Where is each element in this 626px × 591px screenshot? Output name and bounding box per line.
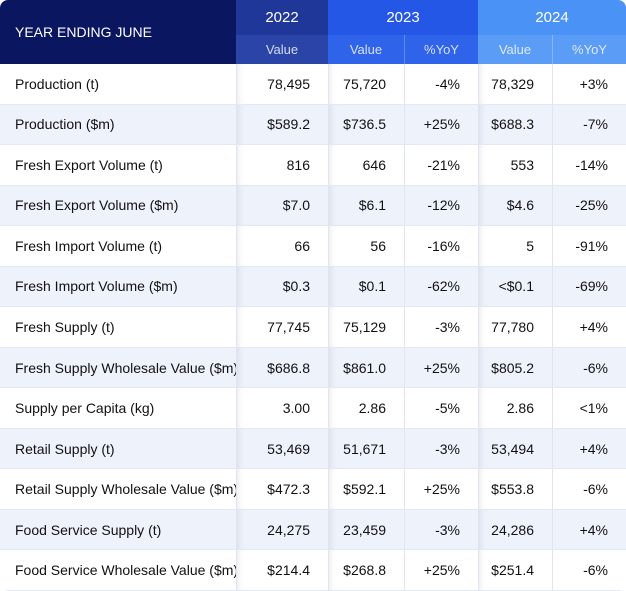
year-header: 2023 [328, 0, 478, 35]
cell-value: $251.4 [478, 550, 552, 591]
cell-value: $686.8 [236, 347, 328, 389]
cell-value: -4% [404, 64, 478, 105]
cell-value: -69% [552, 266, 626, 308]
cell-value: $592.1 [328, 469, 404, 510]
cell-value: -3% [404, 509, 478, 551]
cell-value: -6% [552, 550, 626, 591]
row-label: Retail Supply (t) [0, 428, 236, 470]
cell-value: 24,286 [478, 509, 552, 551]
cell-value: <1% [552, 388, 626, 429]
row-label: Fresh Supply Wholesale Value ($m) [0, 347, 238, 389]
cell-value: $6.1 [328, 185, 404, 227]
year-header: 2022 [236, 0, 328, 35]
row-label: Fresh Import Volume ($m) [0, 266, 236, 308]
cell-value: -3% [404, 307, 478, 348]
cell-value: 56 [328, 226, 404, 267]
cell-value: +25% [404, 469, 478, 510]
cell-value: -5% [404, 388, 478, 429]
cell-value: 75,129 [328, 307, 404, 348]
row-label: Production ($m) [0, 104, 236, 146]
cell-value: -14% [552, 145, 626, 186]
sub-header: %YoY [404, 35, 478, 64]
cell-value: +25% [404, 104, 478, 146]
header-title: YEAR ENDING JUNE [0, 0, 236, 64]
cell-value: 2.86 [328, 388, 404, 429]
cell-value: 646 [328, 145, 404, 186]
row-label: Retail Supply Wholesale Value ($m) [0, 469, 238, 510]
cell-value: +4% [552, 428, 626, 470]
cell-value: <$0.1 [478, 266, 552, 308]
row-label: Food Service Wholesale Value ($m) [0, 550, 238, 591]
cell-value: $0.3 [236, 266, 328, 308]
cell-value: -25% [552, 185, 626, 227]
cell-value: -91% [552, 226, 626, 267]
cell-value: 77,780 [478, 307, 552, 348]
cell-value: +25% [404, 347, 478, 389]
cell-value: $268.8 [328, 550, 404, 591]
year-header: 2024 [478, 0, 626, 35]
row-label: Fresh Import Volume (t) [0, 226, 236, 267]
cell-value: +25% [404, 550, 478, 591]
cell-value: $0.1 [328, 266, 404, 308]
cell-value: -16% [404, 226, 478, 267]
cell-value: $805.2 [478, 347, 552, 389]
cell-value: +3% [552, 64, 626, 105]
cell-value: -3% [404, 428, 478, 470]
row-label: Food Service Supply (t) [0, 509, 236, 551]
cell-value: 23,459 [328, 509, 404, 551]
cell-value: +4% [552, 307, 626, 348]
cell-value: -62% [404, 266, 478, 308]
cell-value: -7% [552, 104, 626, 146]
cell-value: -12% [404, 185, 478, 227]
cell-value: $688.3 [478, 104, 552, 146]
cell-value: $4.6 [478, 185, 552, 227]
sub-header: %YoY [552, 35, 626, 64]
cell-value: 53,469 [236, 428, 328, 470]
cell-value: 5 [478, 226, 552, 267]
cell-value: -6% [552, 469, 626, 510]
sub-header: Value [328, 35, 404, 64]
cell-value: $861.0 [328, 347, 404, 389]
sub-header: Value [236, 35, 328, 64]
cell-value: 3.00 [236, 388, 328, 429]
cell-value: 53,494 [478, 428, 552, 470]
sub-header: Value [478, 35, 552, 64]
cell-value: +4% [552, 509, 626, 551]
cell-value: 66 [236, 226, 328, 267]
cell-value: $7.0 [236, 185, 328, 227]
cell-value: $553.8 [478, 469, 552, 510]
cell-value: -21% [404, 145, 478, 186]
cell-value: 77,745 [236, 307, 328, 348]
cell-value: 24,275 [236, 509, 328, 551]
cell-value: 78,329 [478, 64, 552, 105]
cell-value: $736.5 [328, 104, 404, 146]
cell-value: 51,671 [328, 428, 404, 470]
cell-value: -6% [552, 347, 626, 389]
row-label: Fresh Export Volume (t) [0, 145, 236, 186]
row-label: Production (t) [0, 64, 236, 105]
cell-value: 816 [236, 145, 328, 186]
row-label: Fresh Export Volume ($m) [0, 185, 236, 227]
cell-value: $589.2 [236, 104, 328, 146]
row-label: Supply per Capita (kg) [0, 388, 236, 429]
cell-value: $214.4 [236, 550, 328, 591]
cell-value: $472.3 [236, 469, 328, 510]
cell-value: 78,495 [236, 64, 328, 105]
row-label: Fresh Supply (t) [0, 307, 236, 348]
cell-value: 2.86 [478, 388, 552, 429]
cell-value: 75,720 [328, 64, 404, 105]
cell-value: 553 [478, 145, 552, 186]
